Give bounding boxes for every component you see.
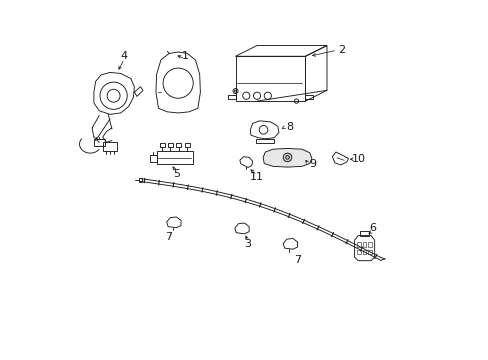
- Text: 10: 10: [351, 154, 366, 164]
- Text: 4: 4: [121, 51, 128, 61]
- Text: 7: 7: [164, 232, 172, 242]
- Text: 6: 6: [368, 224, 376, 233]
- Text: 7: 7: [293, 255, 301, 265]
- Text: 11: 11: [249, 172, 264, 182]
- Circle shape: [283, 153, 291, 162]
- Text: 9: 9: [308, 159, 316, 169]
- Text: 5: 5: [173, 168, 180, 179]
- Polygon shape: [263, 148, 311, 167]
- Text: 2: 2: [337, 45, 344, 55]
- Text: 1: 1: [182, 51, 188, 61]
- Text: 3: 3: [244, 239, 251, 249]
- Text: 8: 8: [285, 122, 292, 132]
